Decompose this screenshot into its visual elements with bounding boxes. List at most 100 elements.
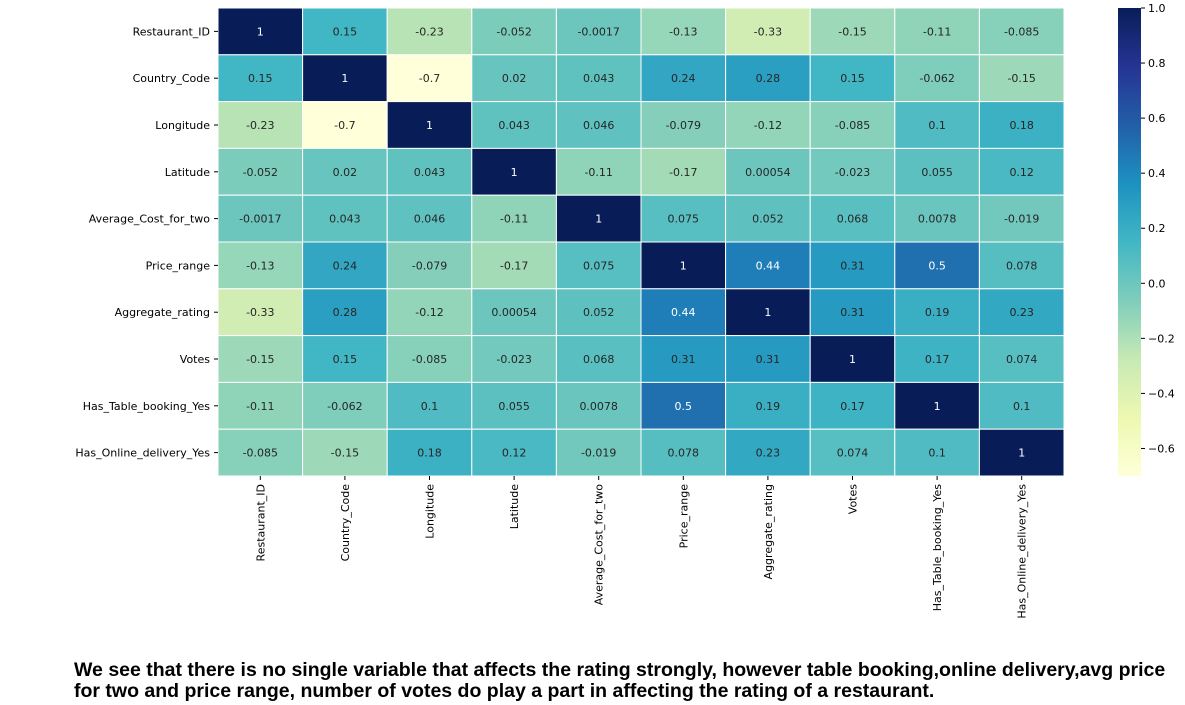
cell-value-label: 0.5 — [675, 400, 693, 413]
y-tick-label: Average_Cost_for_two — [89, 213, 211, 226]
cell-value-label: 1 — [764, 306, 771, 319]
heatmap-cell — [978, 101, 1065, 149]
cell-value-label: 0.5 — [928, 259, 946, 272]
heatmap-cell — [809, 335, 896, 383]
cell-value-label: -0.13 — [246, 259, 274, 272]
colorbar-tick-label: 0.8 — [1148, 57, 1166, 70]
cell-value-label: -0.052 — [243, 166, 278, 179]
heatmap-cell — [725, 101, 811, 149]
y-tick-label: Price_range — [146, 259, 211, 272]
x-tick-label: Restaurant_ID — [254, 484, 267, 561]
y-tick-label: Has_Table_booking_Yes — [83, 400, 211, 413]
heatmap-cell — [725, 335, 811, 383]
heatmap-cell — [471, 335, 557, 383]
cell-value-label: -0.023 — [496, 353, 531, 366]
heatmap-cell — [978, 147, 1065, 196]
heatmap-cell — [894, 194, 980, 243]
cell-value-label: 0.19 — [756, 400, 781, 413]
heatmap-cell — [386, 381, 473, 430]
cell-value-label: 0.31 — [840, 259, 865, 272]
heatmap-cell — [809, 428, 896, 477]
cell-value-label: 0.15 — [333, 353, 358, 366]
cell-value-label: -0.0017 — [239, 213, 281, 226]
y-tick-label: Aggregate_rating — [115, 306, 210, 319]
heatmap-cell — [555, 381, 642, 430]
heatmap-cell — [809, 381, 896, 430]
heatmap-cell — [640, 428, 727, 477]
cell-value-label: -0.052 — [496, 25, 531, 38]
cell-value-label: 0.075 — [668, 213, 700, 226]
cell-value-label: -0.7 — [419, 72, 440, 85]
cell-value-label: 1 — [849, 353, 856, 366]
cell-value-label: 0.28 — [756, 72, 781, 85]
cell-value-label: -0.11 — [923, 25, 951, 38]
cell-value-label: -0.33 — [246, 306, 274, 319]
colorbar-tick-label: 1.0 — [1148, 2, 1166, 15]
colorbar-tick-label: −0.2 — [1148, 332, 1175, 345]
colorbar-tick-label: −0.4 — [1148, 387, 1175, 400]
heatmap-cell — [471, 381, 557, 430]
x-tick-label: Country_Code — [339, 484, 352, 562]
heatmap-cell — [809, 288, 896, 337]
cell-value-label: 1 — [511, 166, 518, 179]
cell-value-label: -0.079 — [412, 259, 447, 272]
cell-value-label: -0.085 — [243, 447, 278, 460]
colorbar-tick-label: −0.6 — [1148, 442, 1175, 455]
heatmap-cell — [978, 428, 1065, 477]
cell-value-label: -0.0017 — [577, 25, 619, 38]
cell-value-label: -0.15 — [331, 447, 359, 460]
heatmap-cell — [555, 101, 642, 149]
cell-value-label: 0.24 — [671, 72, 696, 85]
cell-value-label: 0.31 — [840, 306, 865, 319]
heatmap-cell — [386, 241, 473, 290]
heatmap-cell — [809, 101, 896, 149]
cell-value-label: 0.1 — [1013, 400, 1031, 413]
cell-value-label: 0.074 — [837, 447, 869, 460]
cell-value-label: -0.019 — [1004, 213, 1039, 226]
heatmap-cell — [809, 194, 896, 243]
cell-value-label: 0.043 — [329, 213, 361, 226]
cell-value-label: 1 — [680, 259, 687, 272]
cell-value-label: -0.062 — [919, 72, 954, 85]
cell-value-label: 1 — [341, 72, 348, 85]
heatmap-cell — [471, 54, 557, 103]
cell-value-label: 0.15 — [333, 25, 358, 38]
cell-value-label: 0.068 — [583, 353, 615, 366]
heatmap-cell — [640, 288, 727, 337]
cell-value-label: 0.44 — [671, 306, 696, 319]
heatmap-cell — [725, 194, 811, 243]
cell-value-label: 0.18 — [417, 447, 442, 460]
cell-value-label: -0.085 — [412, 353, 447, 366]
cell-value-label: -0.085 — [1004, 25, 1039, 38]
cell-value-label: 0.1 — [928, 119, 946, 132]
y-tick-label: Votes — [180, 353, 210, 366]
cell-value-label: -0.7 — [334, 119, 355, 132]
cell-value-label: -0.33 — [754, 25, 782, 38]
heatmap-cell — [894, 54, 980, 103]
heatmap-cell — [809, 54, 896, 103]
heatmap-cell — [302, 7, 388, 56]
cell-value-label: 0.0078 — [579, 400, 618, 413]
cell-value-label: 0.052 — [752, 213, 784, 226]
cell-value-label: -0.23 — [246, 119, 274, 132]
heatmap-cell — [471, 241, 557, 290]
cell-value-label: -0.085 — [835, 119, 870, 132]
cell-value-label: 0.18 — [1009, 119, 1034, 132]
heatmap-cell — [640, 194, 727, 243]
x-tick-label: Has_Online_delivery_Yes — [1016, 484, 1029, 619]
cell-value-label: 0.052 — [583, 306, 615, 319]
cell-value-label: -0.15 — [1007, 72, 1035, 85]
cell-value-label: 0.17 — [925, 353, 950, 366]
colorbar-tick-label: 0.2 — [1148, 222, 1166, 235]
heatmap-cell — [217, 241, 304, 290]
y-tick-label: Has_Online_delivery_Yes — [75, 447, 210, 460]
cell-value-label: 0.046 — [414, 213, 446, 226]
heatmap-cell — [640, 54, 727, 103]
caption-text: We see that there is no single variable … — [74, 659, 1166, 702]
heatmap-cell — [725, 381, 811, 430]
x-tick-label: Aggregate_rating — [762, 484, 775, 579]
heatmap-cell — [725, 147, 811, 196]
cell-value-label: 0.02 — [333, 166, 358, 179]
cell-value-label: -0.11 — [500, 213, 528, 226]
cell-value-label: -0.12 — [415, 306, 443, 319]
